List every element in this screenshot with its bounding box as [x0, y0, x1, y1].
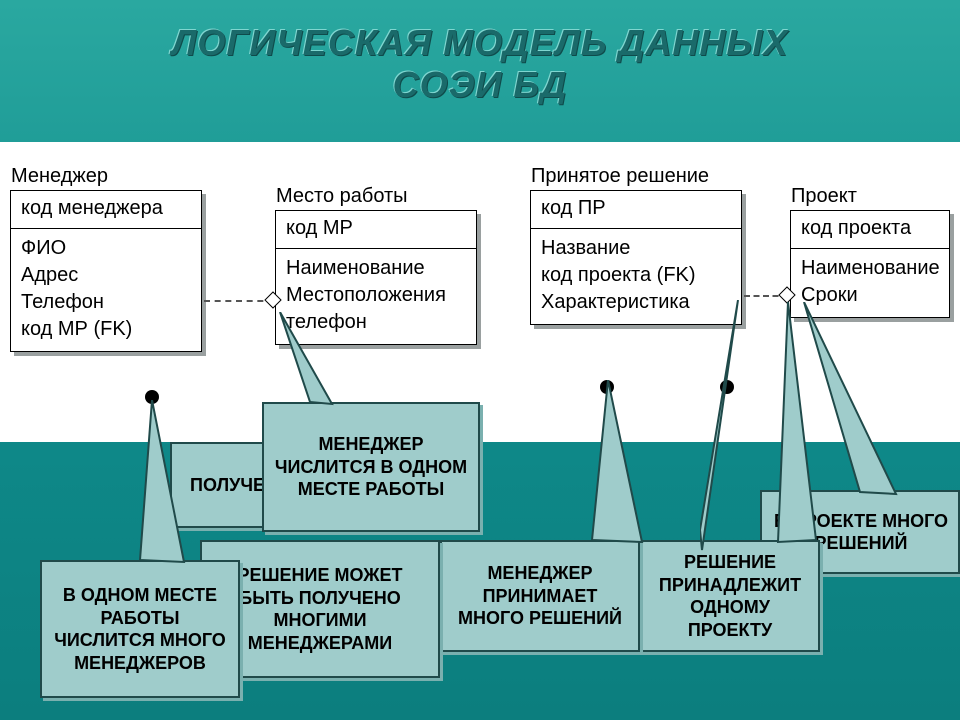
- entity-manager-attrs: ФИО Адрес Телефон код МР (FK): [11, 229, 201, 351]
- entity-project-attrs: Наименование Сроки: [791, 249, 949, 317]
- callout-manager-many-decisions: МЕНЕДЖЕР ПРИНИМАЕТ МНОГО РЕШЕНИЙ: [440, 540, 640, 652]
- callout-decision-many-managers: РЕШЕНИЕ МОЖЕТ БЫТЬ ПОЛУЧЕНО МНОГИМИ МЕНЕ…: [200, 540, 440, 678]
- attr: Характеристика: [541, 289, 731, 316]
- entity-decision: Принятое решение код ПР Название код про…: [530, 190, 742, 325]
- entity-decision-attrs: Название код проекта (FK) Характеристика: [531, 229, 741, 324]
- relation-dot: [145, 390, 159, 404]
- attr: Наименование: [286, 255, 466, 282]
- callout-workplace-many-managers: В ОДНОМ МЕСТЕ РАБОТЫ ЧИСЛИТСЯ МНОГО МЕНЕ…: [40, 560, 240, 698]
- callout-text: МЕНЕДЖЕР ЧИСЛИТСЯ В ОДНОМ МЕСТЕ РАБОТЫ: [272, 433, 470, 501]
- entity-decision-pk: код ПР: [531, 191, 741, 229]
- relation-dot: [600, 380, 614, 394]
- entity-workplace-label: Место работы: [276, 183, 408, 210]
- attr: ФИО: [21, 235, 191, 262]
- callout-text: МЕНЕДЖЕР ПРИНИМАЕТ МНОГО РЕШЕНИЙ: [450, 562, 630, 630]
- entity-manager-pk: код менеджера: [11, 191, 201, 229]
- entity-workplace-pk: код МР: [276, 211, 476, 249]
- connector-manager-workplace: [204, 300, 274, 302]
- entity-manager-label: Менеджер: [11, 163, 108, 190]
- attr: код проекта (FK): [541, 262, 731, 289]
- attr: Телефон: [21, 289, 191, 316]
- entity-project-label: Проект: [791, 183, 857, 210]
- title-line-2: СОЭИ БД: [172, 64, 789, 106]
- entity-decision-label: Принятое решение: [531, 163, 709, 190]
- connector-decision-project: [744, 295, 788, 297]
- callout-poluchenie: ПОЛУЧЕНИЕ: [170, 442, 480, 528]
- attr: код МР (FK): [21, 316, 191, 343]
- attr: Адрес: [21, 262, 191, 289]
- callout-project-many-decisions: В ПРОЕКТЕ МНОГО РЕШЕНИЙ: [760, 490, 960, 574]
- slide-title: ЛОГИЧЕСКАЯ МОДЕЛЬ ДАННЫХ СОЭИ БД: [172, 22, 789, 106]
- callout-decision-one-project: РЕШЕНИЕ ПРИНАДЛЕЖИТ ОДНОМУ ПРОЕКТУ: [640, 540, 820, 652]
- entity-workplace: Место работы код МР Наименование Местопо…: [275, 210, 477, 345]
- attr: Сроки: [801, 282, 939, 309]
- entity-manager: Менеджер код менеджера ФИО Адрес Телефон…: [10, 190, 202, 352]
- title-line-1: ЛОГИЧЕСКАЯ МОДЕЛЬ ДАННЫХ: [172, 22, 789, 63]
- slide: ЛОГИЧЕСКАЯ МОДЕЛЬ ДАННЫХ СОЭИ БД Менедже…: [0, 0, 960, 720]
- attr: Название: [541, 235, 731, 262]
- title-block: ЛОГИЧЕСКАЯ МОДЕЛЬ ДАННЫХ СОЭИ БД: [0, 22, 960, 106]
- attr: Наименование: [801, 255, 939, 282]
- entity-project: Проект код проекта Наименование Сроки: [790, 210, 950, 318]
- callout-text: РЕШЕНИЕ МОЖЕТ БЫТЬ ПОЛУЧЕНО МНОГИМИ МЕНЕ…: [210, 564, 430, 654]
- entity-project-pk: код проекта: [791, 211, 949, 249]
- callout-text: ПОЛУЧЕНИЕ: [190, 474, 303, 497]
- attr: Местоположения: [286, 282, 466, 309]
- relation-dot: [720, 380, 734, 394]
- callout-text: РЕШЕНИЕ ПРИНАДЛЕЖИТ ОДНОМУ ПРОЕКТУ: [650, 551, 810, 641]
- entity-workplace-attrs: Наименование Местоположения телефон: [276, 249, 476, 344]
- callout-text: В ПРОЕКТЕ МНОГО РЕШЕНИЙ: [770, 510, 952, 555]
- callout-text: В ОДНОМ МЕСТЕ РАБОТЫ ЧИСЛИТСЯ МНОГО МЕНЕ…: [50, 584, 230, 674]
- attr: телефон: [286, 309, 466, 336]
